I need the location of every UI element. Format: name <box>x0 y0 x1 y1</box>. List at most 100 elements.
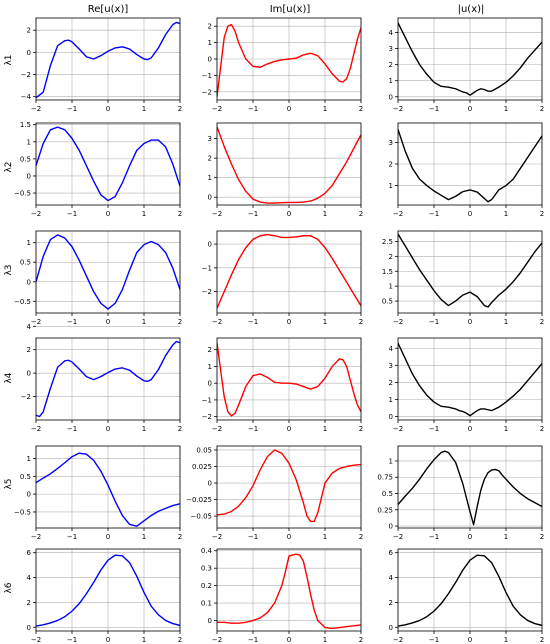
column-title-real: Re[u(x)] <box>88 4 129 15</box>
x-tick-label: 0 <box>287 318 291 326</box>
x-tick-label: −2 <box>393 636 403 644</box>
y-tick-label: 0 <box>389 413 393 421</box>
y-tick-label: 2 <box>389 253 393 261</box>
x-tick-label: 0 <box>106 425 110 433</box>
x-tick-label: −1 <box>429 318 439 326</box>
x-tick-label: −1 <box>429 425 439 433</box>
y-tick-label: 1 <box>389 182 393 190</box>
y-tick-label: −0.025 <box>186 496 212 504</box>
row-label-3: λ3 <box>4 264 14 275</box>
series-line <box>398 22 542 96</box>
x-tick-label: −1 <box>248 210 258 218</box>
y-tick-label: 4 <box>389 345 394 353</box>
panel-r1c2: −2 −1 0 1 2 −2 −1 0 1 2 <box>202 17 363 113</box>
series-line <box>217 233 361 309</box>
series-line <box>398 554 542 627</box>
column-title-abs: |u(x)| <box>458 4 485 15</box>
panel-r5c3: −2 −1 0 1 2 0 0.25 0.5 0.75 1 <box>377 445 544 541</box>
x-tick-label: −2 <box>212 105 222 113</box>
panel-r6c1: −2 −1 0 1 2 0 2 4 6 <box>27 548 182 644</box>
x-tick-label: −2 <box>31 210 41 218</box>
y-tick-label: 2 <box>389 599 393 607</box>
y-tick-label: 2 <box>389 161 393 169</box>
series-line <box>217 126 361 204</box>
x-tick-label: 0 <box>468 105 472 113</box>
x-tick-label: 0 <box>287 105 291 113</box>
y-tick-label: −1 <box>202 264 212 272</box>
y-tick-label: −4 <box>21 93 32 101</box>
y-tick-label: 2 <box>389 379 393 387</box>
series-line <box>398 342 542 417</box>
panel-r3c3: −2 −1 0 1 2 0.5 1 1.5 2 2.5 <box>382 230 544 326</box>
series-line <box>217 342 361 417</box>
row-label-6: λ6 <box>4 582 14 593</box>
panel-r2c3: −2 −1 0 1 2 1 2 3 <box>389 122 544 218</box>
y-tick-label: 0.025 <box>192 463 212 471</box>
x-tick-label: −2 <box>31 636 41 644</box>
y-tick-label: 0 <box>208 241 212 249</box>
y-tick-label: 0.25 <box>377 506 393 514</box>
x-tick-label: 2 <box>178 318 182 326</box>
x-tick-label: −2 <box>393 105 403 113</box>
y-tick-label: 3 <box>389 45 393 53</box>
x-tick-label: −2 <box>212 425 222 433</box>
x-tick-label: 1 <box>504 636 508 644</box>
x-tick-label: 2 <box>359 210 363 218</box>
y-tick-label: 1.5 <box>20 121 31 129</box>
y-tick-label: −1 <box>202 396 212 404</box>
y-tick-label: 0.5 <box>20 259 31 267</box>
x-tick-label: 2 <box>540 533 544 541</box>
x-tick-label: 0 <box>287 425 291 433</box>
y-tick-label: 3 <box>389 362 393 370</box>
y-tick-label: 0 <box>27 491 31 499</box>
x-tick-label: −1 <box>248 636 258 644</box>
x-tick-label: −2 <box>393 425 403 433</box>
x-tick-label: −2 <box>393 533 403 541</box>
x-tick-label: 0 <box>106 636 110 644</box>
x-tick-label: −2 <box>393 318 403 326</box>
panel-r2c1: −2 −1 0 1 2 −0.5 0 0.5 1 1.5 <box>14 121 182 218</box>
y-tick-label: 0.5 <box>382 490 393 498</box>
y-tick-label: 0 <box>208 380 212 388</box>
y-tick-label: 0 <box>27 370 31 378</box>
y-tick-label: −2 <box>202 413 212 421</box>
y-tick-label: 0 <box>208 194 212 202</box>
series-line <box>36 340 180 418</box>
x-tick-label: 0 <box>468 533 472 541</box>
y-tick-label: 0.75 <box>377 474 393 482</box>
y-tick-label: 0.05 <box>196 446 212 454</box>
x-tick-label: −1 <box>67 105 77 113</box>
x-tick-label: 2 <box>540 636 544 644</box>
x-tick-label: −1 <box>248 425 258 433</box>
series-line <box>217 553 361 630</box>
y-tick-label: −0.5 <box>14 190 31 198</box>
panel-r6c3: −2 −1 0 1 2 0 2 4 6 <box>389 548 544 644</box>
x-tick-label: 1 <box>504 210 508 218</box>
x-tick-label: 1 <box>323 318 327 326</box>
y-tick-label: −0.5 <box>14 298 31 306</box>
row-label-2: λ2 <box>4 161 14 172</box>
y-tick-label: 0 <box>208 617 212 625</box>
y-tick-label: 4 <box>27 574 32 582</box>
x-tick-label: 2 <box>178 210 182 218</box>
y-tick-label: 4 <box>389 29 394 37</box>
y-tick-label: 0.5 <box>382 298 393 306</box>
series-line <box>217 23 361 97</box>
y-tick-label: 1 <box>27 138 31 146</box>
y-tick-label: 0.3 <box>201 565 212 573</box>
x-tick-label: −1 <box>67 210 77 218</box>
y-tick-label: 3 <box>389 139 393 147</box>
x-tick-label: 2 <box>178 105 182 113</box>
x-tick-label: 2 <box>540 425 544 433</box>
y-tick-label: 0 <box>27 172 31 180</box>
x-tick-label: 0 <box>468 425 472 433</box>
x-tick-label: 2 <box>359 636 363 644</box>
panel-r4c1: −2 −1 0 1 2 −2 0 2 4 <box>21 323 183 433</box>
x-tick-label: −1 <box>248 533 258 541</box>
x-tick-label: 1 <box>142 533 146 541</box>
x-tick-label: 0 <box>106 318 110 326</box>
panel-r6c2: −2 −1 0 1 2 0 0.1 0.2 0.3 0.4 <box>201 547 363 644</box>
y-tick-label: −0.05 <box>191 513 212 521</box>
y-tick-label: 6 <box>27 549 32 557</box>
x-tick-label: 1 <box>504 533 508 541</box>
